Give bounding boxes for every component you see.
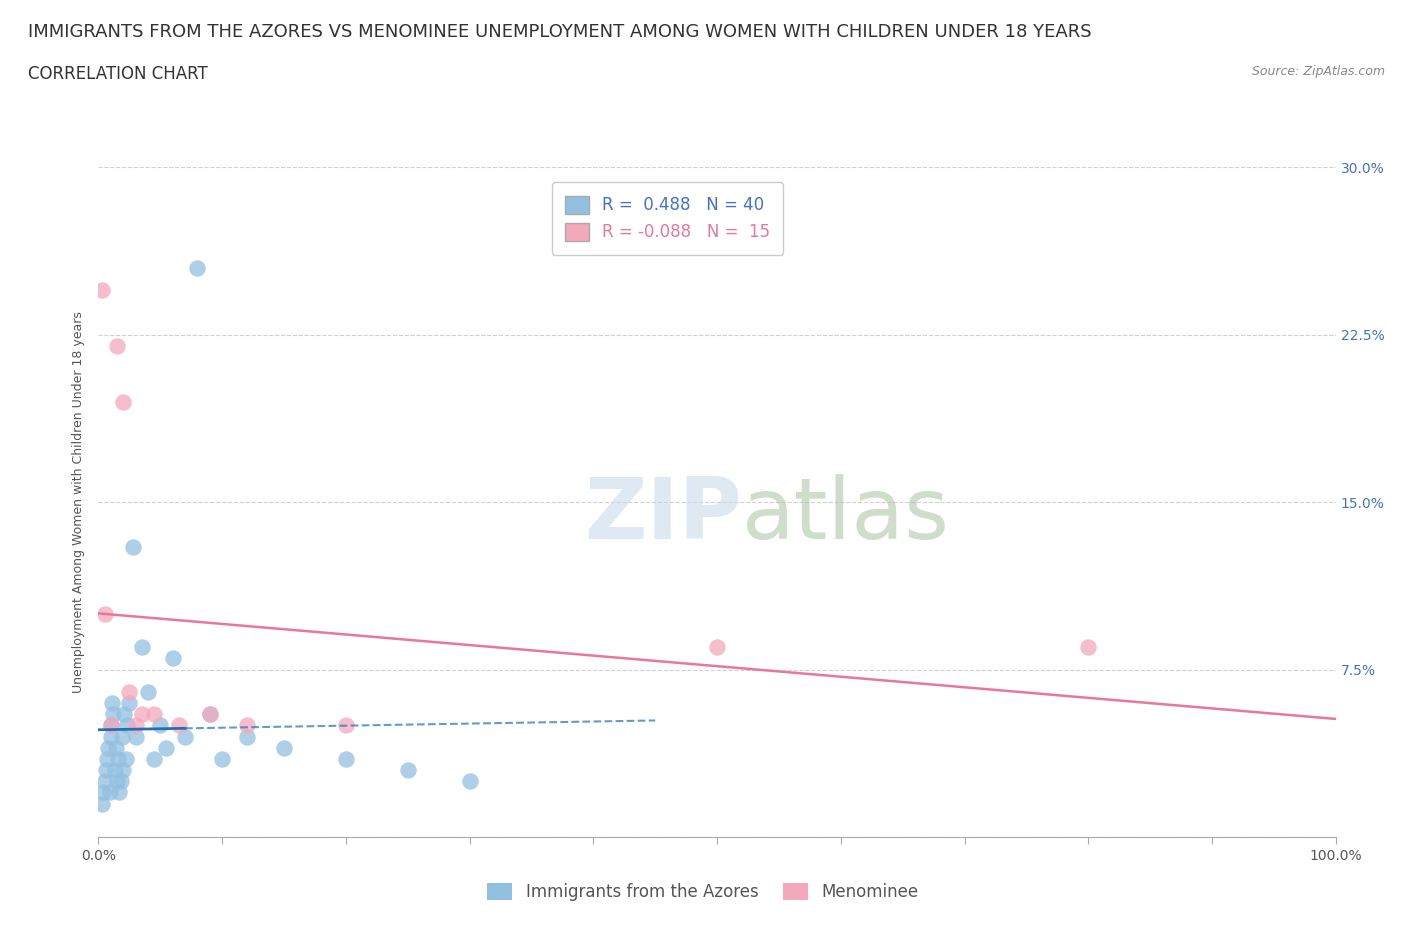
- Point: [136, 684, 159, 699]
- Point: [143, 751, 166, 766]
- Point: [96, 751, 118, 766]
- Point: [143, 707, 166, 722]
- Y-axis label: Unemployment Among Women with Children Under 18 years: Unemployment Among Women with Children U…: [72, 312, 86, 693]
- Point: [114, 751, 136, 766]
- Legend: Immigrants from the Azores, Menominee: Immigrants from the Azores, Menominee: [481, 876, 925, 908]
- Point: [335, 751, 357, 766]
- Point: [100, 729, 122, 744]
- Point: [706, 640, 728, 655]
- Point: [101, 696, 124, 711]
- Point: [162, 651, 184, 666]
- Text: ZIP: ZIP: [583, 474, 742, 557]
- Point: [335, 718, 357, 733]
- Point: [93, 785, 115, 800]
- Point: [124, 729, 146, 744]
- Point: [94, 763, 117, 777]
- Point: [91, 283, 114, 298]
- Point: [93, 774, 115, 789]
- Point: [105, 339, 128, 353]
- Point: [118, 696, 141, 711]
- Point: [149, 718, 172, 733]
- Point: [198, 707, 221, 722]
- Point: [124, 718, 146, 733]
- Point: [174, 729, 197, 744]
- Point: [112, 394, 135, 409]
- Point: [131, 707, 153, 722]
- Text: Source: ZipAtlas.com: Source: ZipAtlas.com: [1251, 65, 1385, 78]
- Point: [122, 539, 145, 554]
- Point: [107, 751, 129, 766]
- Point: [186, 260, 208, 275]
- Point: [98, 785, 121, 800]
- Point: [112, 707, 135, 722]
- Point: [273, 740, 295, 755]
- Point: [115, 718, 138, 733]
- Point: [93, 606, 115, 621]
- Point: [105, 774, 128, 789]
- Point: [1077, 640, 1099, 655]
- Point: [236, 729, 259, 744]
- Point: [155, 740, 177, 755]
- Point: [112, 763, 135, 777]
- Point: [103, 707, 125, 722]
- Point: [111, 729, 134, 744]
- Legend: R =  0.488   N = 40, R = -0.088   N =  15: R = 0.488 N = 40, R = -0.088 N = 15: [551, 182, 783, 255]
- Point: [108, 785, 131, 800]
- Text: CORRELATION CHART: CORRELATION CHART: [28, 65, 208, 83]
- Point: [103, 763, 125, 777]
- Text: IMMIGRANTS FROM THE AZORES VS MENOMINEE UNEMPLOYMENT AMONG WOMEN WITH CHILDREN U: IMMIGRANTS FROM THE AZORES VS MENOMINEE …: [28, 23, 1091, 41]
- Point: [131, 640, 153, 655]
- Text: atlas: atlas: [742, 474, 950, 557]
- Point: [167, 718, 190, 733]
- Point: [104, 740, 127, 755]
- Point: [458, 774, 481, 789]
- Point: [211, 751, 233, 766]
- Point: [396, 763, 419, 777]
- Point: [110, 774, 132, 789]
- Point: [118, 684, 141, 699]
- Point: [97, 740, 120, 755]
- Point: [91, 796, 114, 811]
- Point: [100, 718, 122, 733]
- Point: [198, 707, 221, 722]
- Point: [236, 718, 259, 733]
- Point: [100, 718, 122, 733]
